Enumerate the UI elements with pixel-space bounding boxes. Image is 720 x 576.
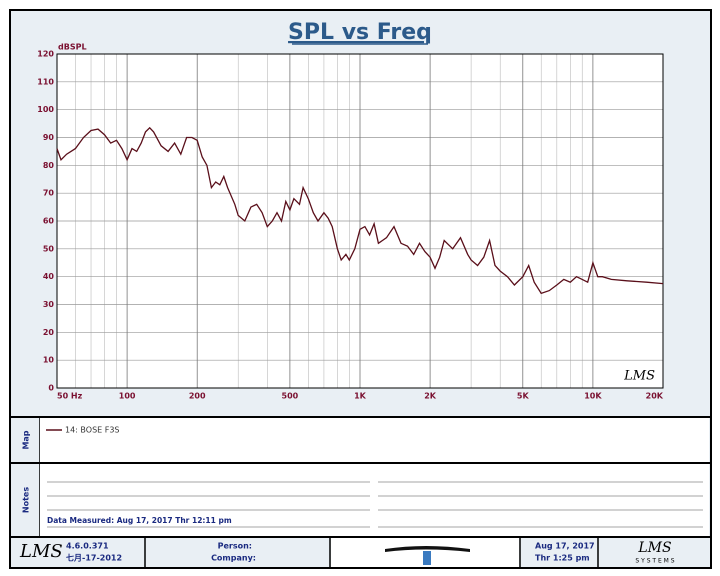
date: Aug 17, 2017 [535,542,595,551]
y-tick-label: 10 [43,356,55,365]
y-tick-label: 100 [37,105,54,114]
x-tick-label: 500 [282,392,299,401]
y-axis-label: dBSPL [58,43,87,52]
x-tick-label: 200 [189,392,206,401]
notes-label: Notes [22,487,31,513]
y-tick-label: 80 [43,161,55,170]
x-tick-label: 1K [354,392,367,401]
data-line [56,126,664,295]
time: Thr 1:25 pm [535,554,590,563]
footer-logo: LMS [19,541,63,562]
person: Person: [218,542,252,551]
note-lines [47,481,703,528]
date-code: 七月-17-2012 [66,553,122,563]
x-tick-label: 2K [424,392,437,401]
y-tick-label: 90 [43,133,55,142]
chart-title: SPL vs Freq [288,20,432,45]
y-tick-label: 40 [43,272,55,281]
y-tick-label: 70 [43,189,55,198]
footer-graphic [423,551,431,565]
company: Company: [211,554,256,563]
map-panel [40,418,709,462]
y-tick-label: 50 [43,244,55,253]
y-tick-label: 30 [43,300,55,309]
legend-entry: 14: BOSE F3S [65,426,120,435]
brand: LMS [637,540,671,556]
y-tick-label: 120 [37,50,54,59]
brand-sub: S Y S T E M S [635,558,674,565]
map-label: Map [22,430,31,449]
data-measured: Data Measured: Aug 17, 2017 Thr 12:11 pm [47,516,232,525]
x-tick-label: 5K [517,392,530,401]
y-tick-label: 60 [43,217,55,226]
chart-logo: LMS [623,369,655,384]
footer-dividers [144,537,599,568]
x-tick-label: 20K [646,392,664,401]
x-tick-label: 10K [584,392,602,401]
y-tick-label: 20 [43,328,55,337]
x-tick-label: 100 [119,392,136,401]
y-tick-label: 110 [37,77,54,86]
y-tick-label: 0 [48,384,54,393]
plot-border [56,53,664,389]
version: 4.6.0.371 [66,542,109,551]
footer-graphic [385,546,470,552]
x-tick-label: 50 Hz [57,392,83,401]
notes-panel [40,464,709,536]
